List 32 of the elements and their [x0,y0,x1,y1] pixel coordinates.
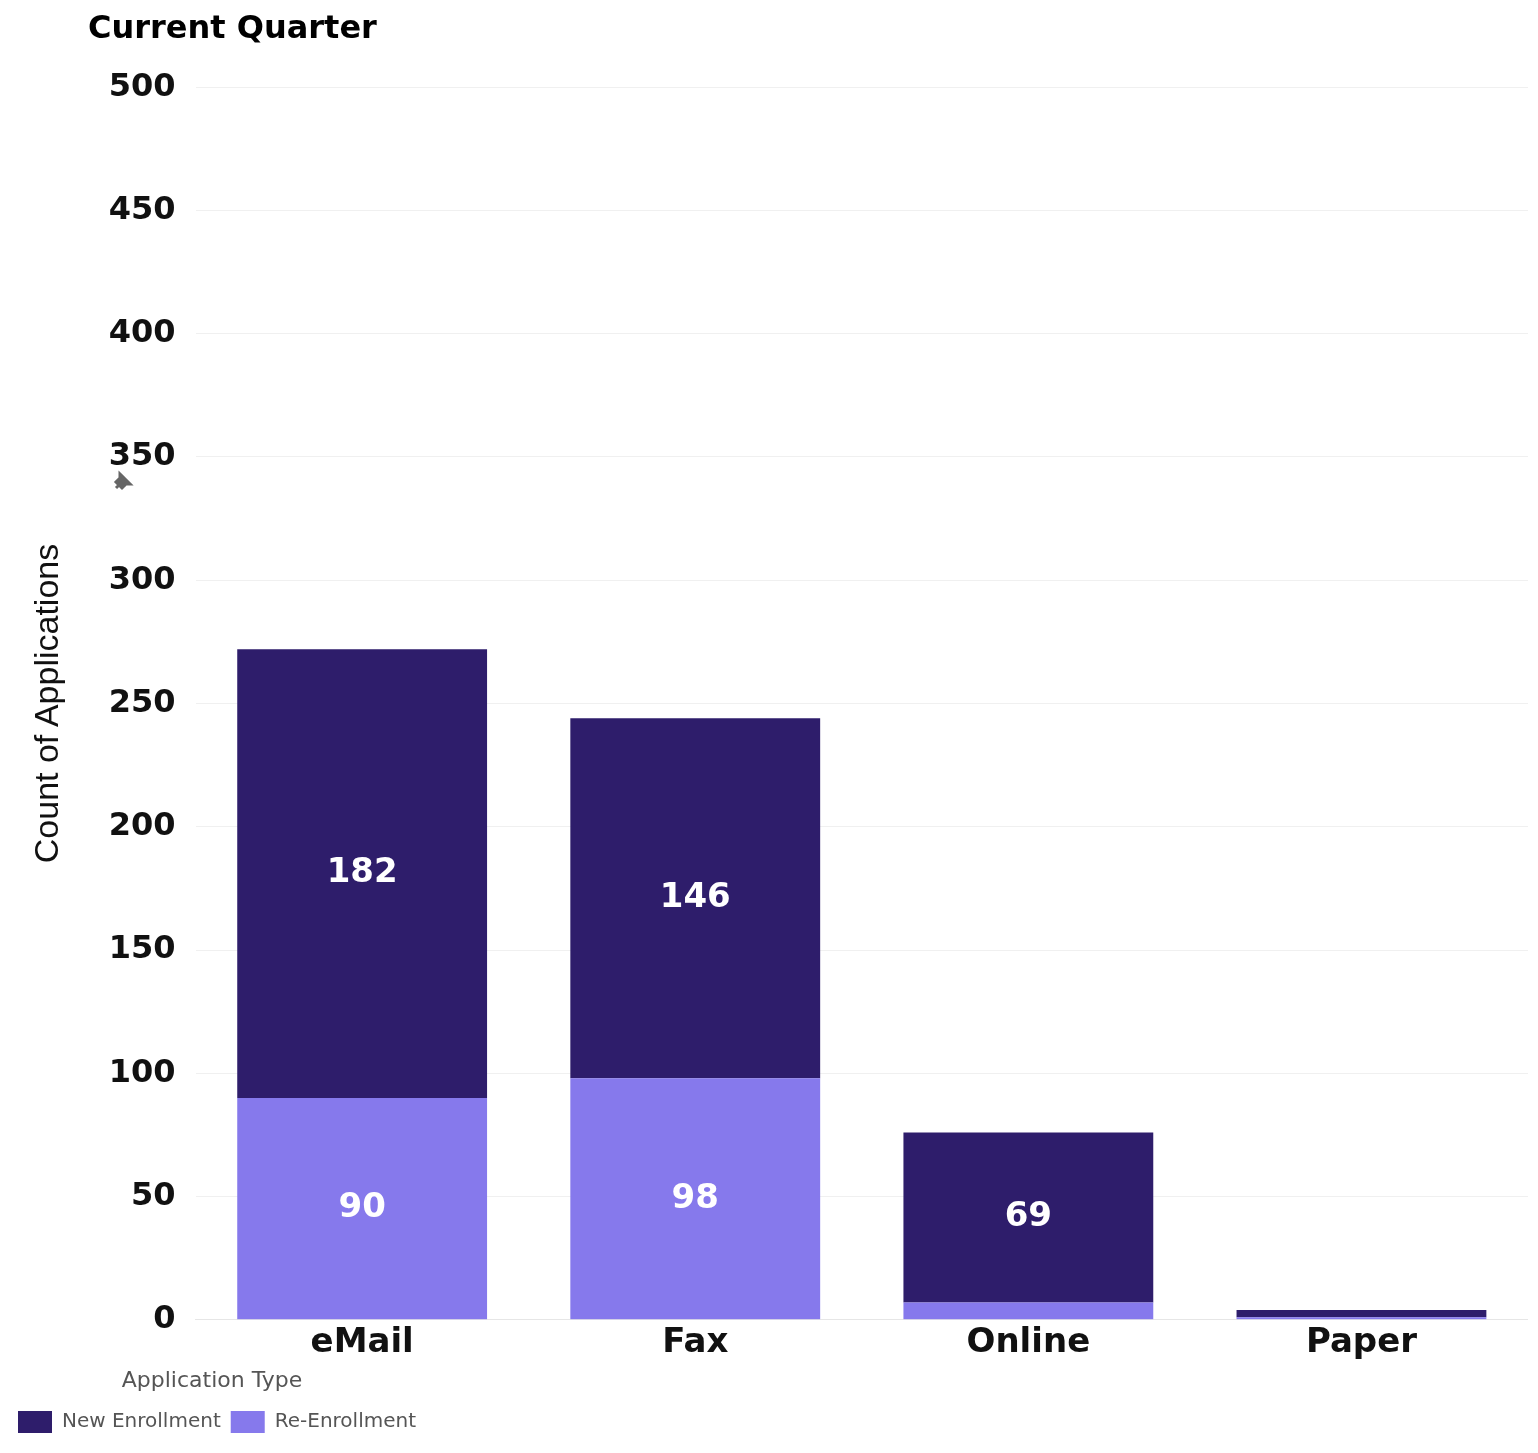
x-tick-label: eMail [310,1320,414,1361]
y-tick-label: 500 [108,65,176,104]
bar [237,1097,488,1320]
data-label: 90 [338,1185,386,1226]
bar [237,649,488,1098]
y-tick-label: 250 [108,681,176,720]
bar [903,1132,1154,1303]
x-tick-label: Paper [1305,1320,1418,1361]
data-label: 69 [1004,1194,1053,1235]
y-tick-label: 300 [108,558,176,597]
y-tick-label: 0 [153,1298,176,1337]
x-tick-label: Fax [662,1320,729,1361]
y-tick-label: 50 [131,1174,176,1213]
y-tick-label: 200 [108,805,176,844]
y-tick-label: 100 [108,1051,176,1090]
y-tick-label: 450 [108,188,176,227]
bar [903,1302,1154,1320]
x-tick-label: Online [966,1320,1091,1361]
data-label: 146 [659,875,731,916]
bar [570,718,821,1079]
bar [570,1078,821,1320]
y-tick-label: 400 [108,312,176,351]
data-label: 182 [326,850,398,891]
chart-title: Current Quarter [88,8,378,48]
y-tick-label: 150 [108,928,176,967]
y-tick-label: 350 [108,435,176,474]
legend-label: New Enrollment [62,1408,221,1433]
legend-label: Re-Enrollment [274,1408,417,1433]
legend-title: Application Type [121,1367,303,1393]
data-label: 98 [671,1175,719,1216]
y-axis-title: Count of Applications [26,543,65,864]
bar [1236,1309,1487,1318]
